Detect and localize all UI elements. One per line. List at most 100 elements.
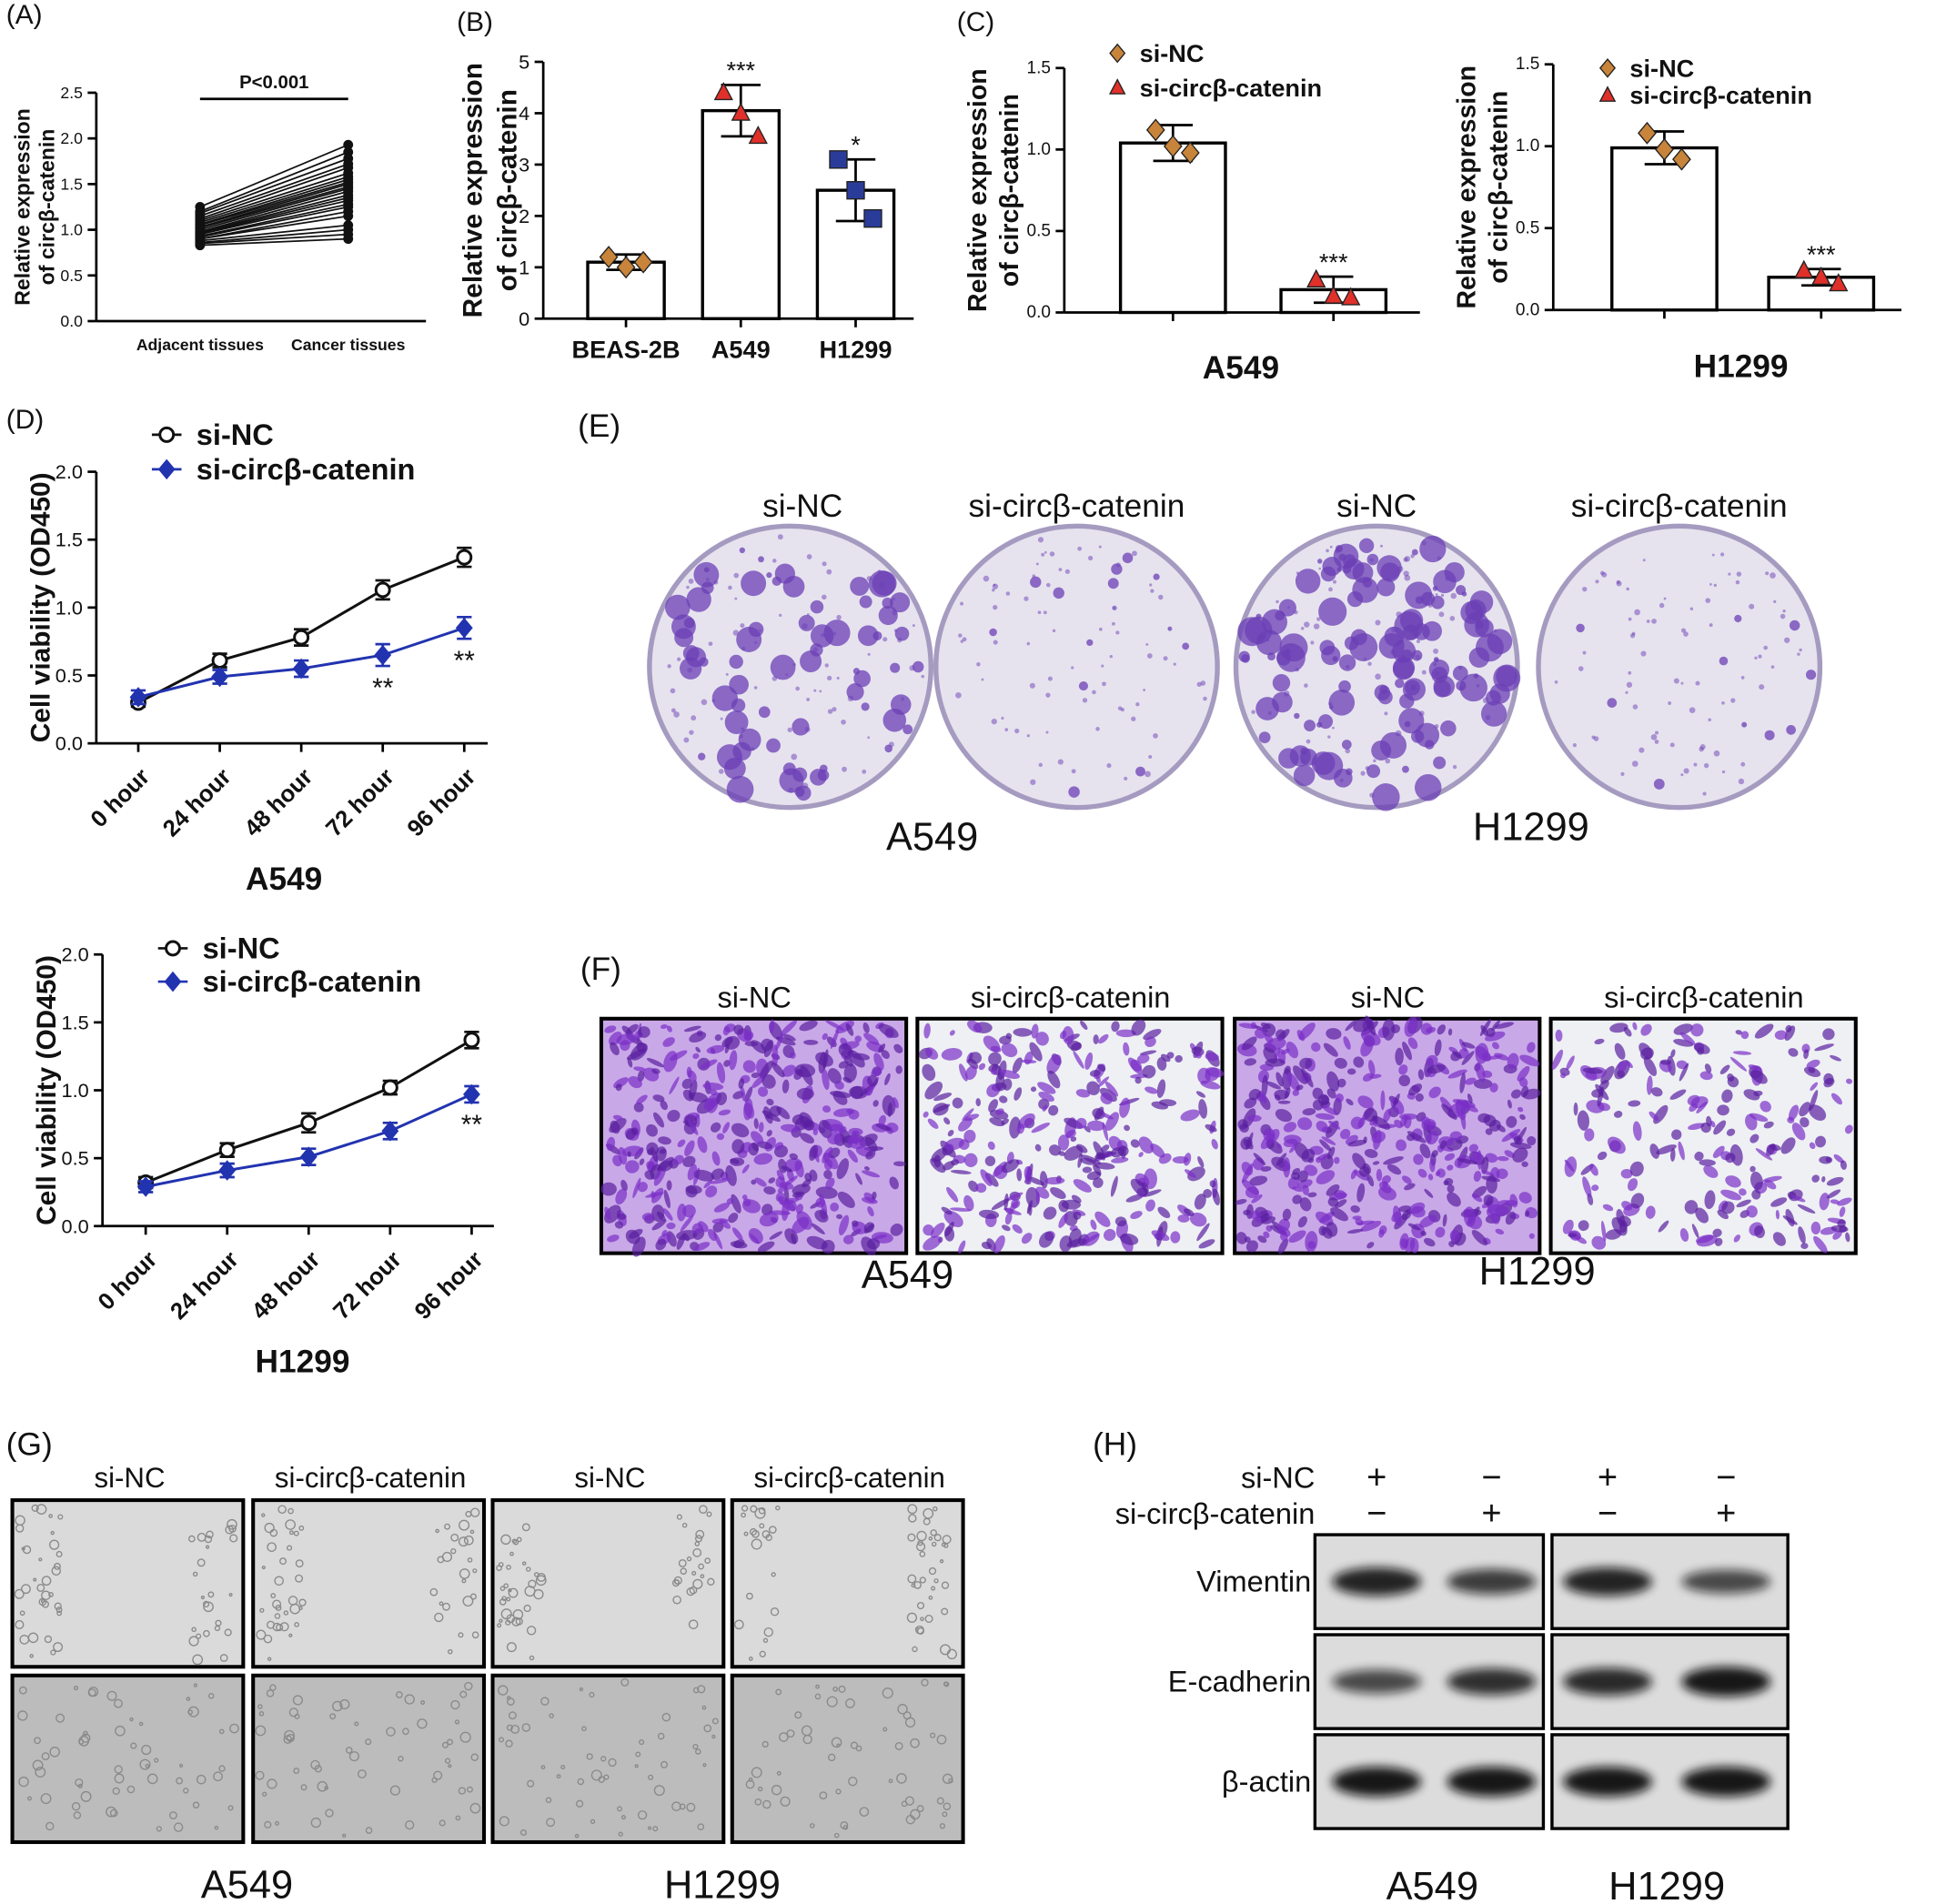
colony: [795, 686, 800, 691]
cell: [1044, 1176, 1065, 1185]
cell: [523, 1604, 531, 1613]
cell: [506, 1724, 513, 1731]
cell: [1495, 1228, 1505, 1235]
cell: [686, 1556, 692, 1562]
colony: [787, 727, 792, 732]
cell: [1679, 1032, 1696, 1045]
colony: [867, 652, 871, 656]
cell: [258, 1710, 265, 1717]
cell: [1419, 1214, 1437, 1228]
colony: [1098, 627, 1103, 631]
cell: [916, 1805, 924, 1813]
colony: [1735, 579, 1740, 585]
pair-line: [199, 176, 348, 224]
colony: [1005, 591, 1011, 596]
cell: [461, 1578, 467, 1584]
colony: [847, 695, 854, 702]
colony: [1182, 642, 1190, 650]
cell: [41, 1752, 50, 1761]
cell: [1301, 1148, 1316, 1163]
cell: [29, 1654, 34, 1658]
colony: [729, 674, 749, 695]
cell: [332, 1700, 343, 1712]
cell: [1811, 1174, 1820, 1183]
cell: [1457, 1158, 1478, 1164]
colony: [1379, 731, 1407, 759]
cell: [450, 1699, 460, 1710]
colony: [1763, 645, 1769, 650]
cell: [662, 1037, 675, 1047]
cell: [754, 1798, 762, 1806]
cell: [671, 1579, 681, 1587]
colony: [740, 623, 745, 629]
cell: [545, 1797, 552, 1804]
cell: [939, 1559, 944, 1564]
cell: [1797, 1204, 1816, 1214]
cell: [203, 1629, 210, 1637]
panel-text: si-circβ-catenin: [1115, 1497, 1316, 1530]
dish: [1233, 523, 1520, 811]
cell: [83, 1730, 88, 1737]
cell: [1158, 1153, 1172, 1164]
micrograph: [730, 1673, 965, 1845]
cell: [1645, 1205, 1656, 1219]
colony: [1405, 680, 1421, 696]
cell: [1119, 1233, 1139, 1245]
cell: [506, 1642, 517, 1653]
colony: [1631, 631, 1636, 636]
cell: [459, 1519, 470, 1531]
colony: [788, 787, 794, 793]
cell: [1383, 1156, 1404, 1165]
cell: [800, 1133, 814, 1143]
cell: [680, 1567, 688, 1575]
cell: [1566, 1055, 1575, 1071]
cell: [497, 1623, 502, 1628]
x-tick-label: 24 hour: [166, 1246, 244, 1325]
cell: [508, 1711, 517, 1720]
cell: [1564, 1159, 1575, 1172]
cell: [693, 1169, 715, 1182]
cell: [928, 1595, 933, 1600]
cell: [1799, 1102, 1811, 1117]
cell: [919, 1577, 926, 1584]
colony: [701, 699, 708, 706]
cell: [682, 1155, 696, 1167]
colony: [1341, 740, 1352, 750]
cell: [1084, 1125, 1091, 1133]
cell: [1038, 1091, 1054, 1102]
colony: [1326, 549, 1329, 553]
cell: [1614, 1043, 1626, 1060]
legend-label: si-circβ-catenin: [1140, 74, 1322, 102]
cell: [1321, 1094, 1330, 1105]
cell: [49, 1747, 60, 1758]
cell: [1745, 1113, 1758, 1131]
cell: [218, 1728, 225, 1735]
colony: [1362, 578, 1373, 588]
colony: [1418, 710, 1425, 717]
cell: [625, 1229, 640, 1244]
cell: [1111, 1156, 1129, 1164]
colony: [1038, 762, 1044, 768]
cell: [53, 1642, 64, 1652]
cell: [731, 1139, 745, 1154]
marker: [1145, 118, 1165, 142]
colony: [1415, 774, 1442, 801]
cell: [852, 1220, 859, 1227]
cell: [852, 1053, 871, 1061]
cell: [641, 1213, 655, 1222]
cell: [730, 1157, 745, 1166]
cell: [678, 1558, 687, 1567]
cell: [759, 1650, 766, 1657]
cell: [1573, 1102, 1578, 1116]
cell: [498, 1685, 509, 1696]
cell: [933, 1506, 938, 1512]
colony: [1045, 730, 1049, 734]
cell: [1632, 1022, 1638, 1031]
colony: [1626, 681, 1633, 688]
cell: [1459, 1073, 1466, 1093]
colony: [1394, 610, 1424, 640]
cell: [1468, 1143, 1479, 1153]
cell: [579, 1687, 584, 1692]
cell: [1296, 1030, 1306, 1042]
